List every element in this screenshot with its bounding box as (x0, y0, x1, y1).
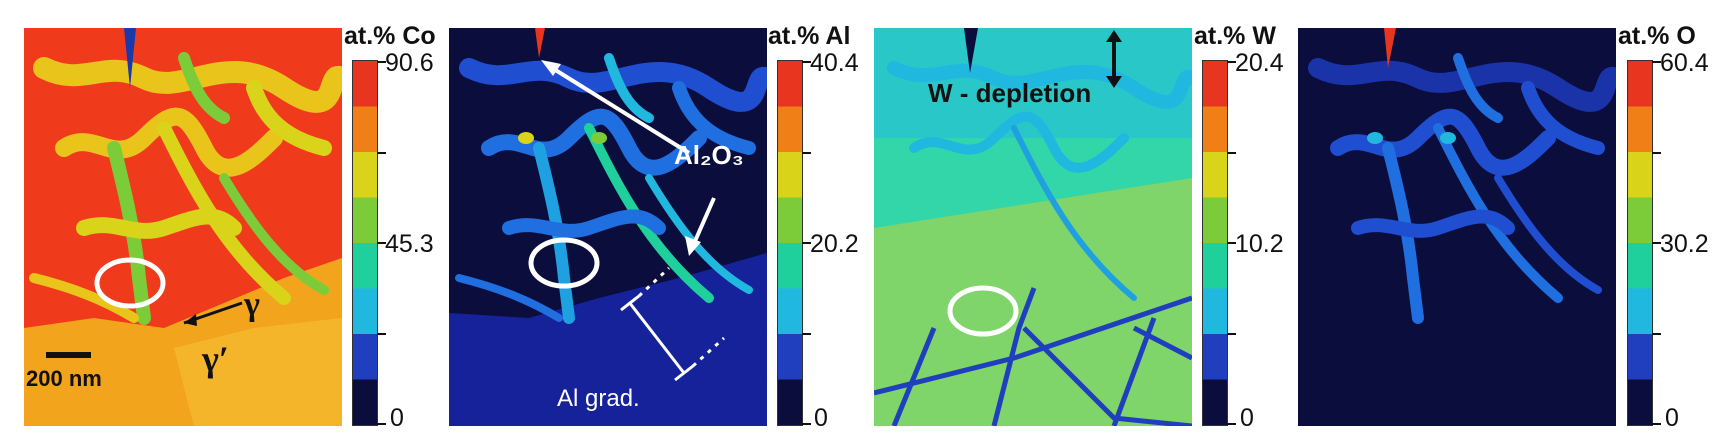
o-tick-mark (1652, 423, 1661, 425)
co-colorbar (352, 60, 378, 426)
co-concentration-map: γ γ′ 200 nm (24, 28, 342, 426)
w-tick-mid: 10.2 (1235, 230, 1284, 258)
o-tick-mark (1652, 61, 1661, 63)
w-colorbar (1202, 60, 1228, 426)
o-colorbar (1627, 60, 1653, 426)
al-tick-max: 40.4 (810, 49, 859, 77)
w-concentration-map: W - depletion (874, 28, 1192, 426)
o-tick-mid: 30.2 (1660, 230, 1709, 258)
al-tick-mid: 20.2 (810, 230, 859, 258)
o-tick-mark (1652, 152, 1661, 154)
w-colorbar-title: at.% W (1194, 22, 1276, 50)
al-concentration-map: Al₂O₃ Al grad. (449, 28, 767, 426)
co-tick-mark (377, 333, 386, 335)
co-tick-min: 0 (390, 404, 404, 432)
co-tick-mark (377, 423, 386, 425)
o-tick-max: 60.4 (1660, 49, 1709, 77)
o-tick-mark (1652, 242, 1661, 244)
gamma-phase-label: γ (244, 286, 260, 323)
al-tick-mark (802, 61, 811, 63)
w-tick-mark (1227, 423, 1236, 425)
al-colorbar (777, 60, 803, 426)
al-colorbar-title: at.% Al (768, 22, 851, 50)
w-tick-mark (1227, 61, 1236, 63)
w-tick-mark (1227, 152, 1236, 154)
o-tick-mark (1652, 333, 1661, 335)
w-tick-min: 0 (1240, 404, 1254, 432)
w-depletion-label: W - depletion (928, 78, 1092, 108)
al2o3-label: Al₂O₃ (674, 140, 744, 170)
o-colorbar-title: at.% O (1618, 22, 1696, 50)
gamma-prime-phase-label: γ′ (202, 339, 229, 379)
co-tick-mark (377, 242, 386, 244)
al-tick-mark (802, 333, 811, 335)
co-tick-mark (377, 61, 386, 63)
co-tick-mark (377, 152, 386, 154)
co-colorbar-title: at.% Co (344, 22, 436, 50)
o-concentration-map (1298, 28, 1616, 426)
al-tick-mark (802, 242, 811, 244)
w-tick-max: 20.4 (1235, 49, 1284, 77)
o-tick-min: 0 (1665, 404, 1679, 432)
co-tick-mid: 45.3 (385, 230, 434, 258)
w-tick-mark (1227, 242, 1236, 244)
al-tick-mark (802, 152, 811, 154)
co-tick-max: 90.6 (385, 49, 434, 77)
w-tick-mark (1227, 333, 1236, 335)
al-tick-mark (802, 423, 811, 425)
scale-bar-label: 200 nm (26, 366, 102, 391)
al-tick-min: 0 (814, 404, 828, 432)
al-gradient-label: Al grad. (557, 385, 640, 412)
